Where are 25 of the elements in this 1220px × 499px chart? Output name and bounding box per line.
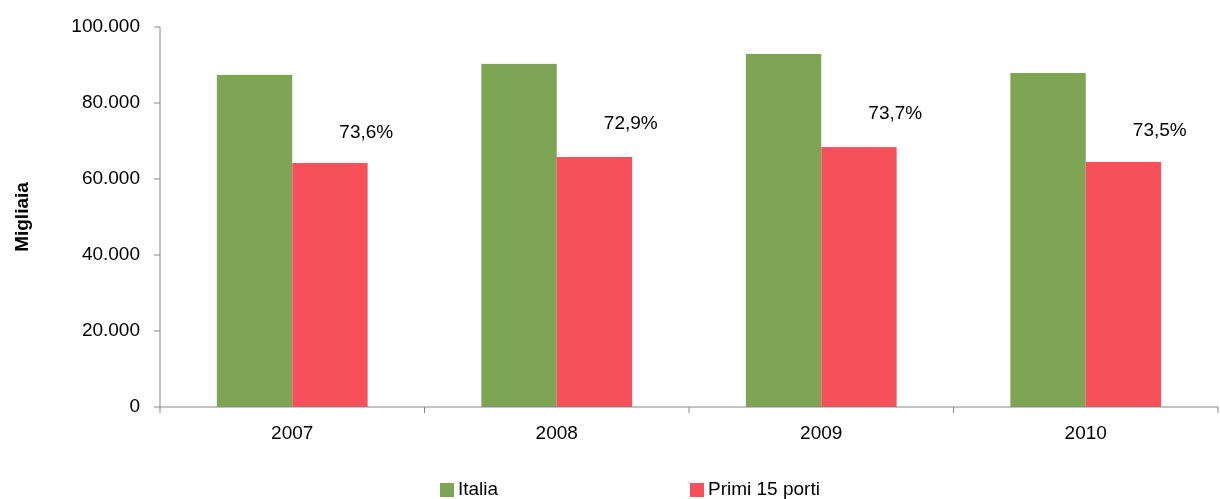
x-tick-label: 2007 — [271, 422, 314, 443]
y-tick-label: 0 — [129, 395, 140, 417]
y-tick-label: 60.000 — [81, 167, 140, 189]
legend-label: Italia — [458, 478, 499, 499]
bar — [821, 147, 897, 407]
bar — [481, 63, 557, 407]
bar — [292, 163, 368, 407]
bar — [556, 156, 633, 407]
y-tick-label: 100.000 — [71, 15, 140, 37]
bar — [216, 74, 293, 407]
y-axis-title: Migliaia — [11, 181, 32, 252]
annotation: 73,5% — [1132, 119, 1187, 141]
annotation: 73,7% — [868, 102, 923, 124]
y-tick-label: 40.000 — [81, 243, 140, 265]
x-tick-label: 2010 — [1064, 422, 1107, 443]
y-tick-label: 80.000 — [81, 91, 140, 113]
bar — [745, 53, 822, 407]
annotation: 73,6% — [339, 121, 394, 143]
legend-label: Primi 15 porti — [708, 478, 820, 499]
x-tick-label: 2009 — [800, 422, 843, 443]
y-tick-label: 20.000 — [81, 319, 140, 341]
x-tick-label: 2008 — [535, 422, 578, 443]
bar — [1010, 72, 1086, 407]
annotation: 72,9% — [603, 111, 658, 133]
bar — [1085, 161, 1162, 407]
